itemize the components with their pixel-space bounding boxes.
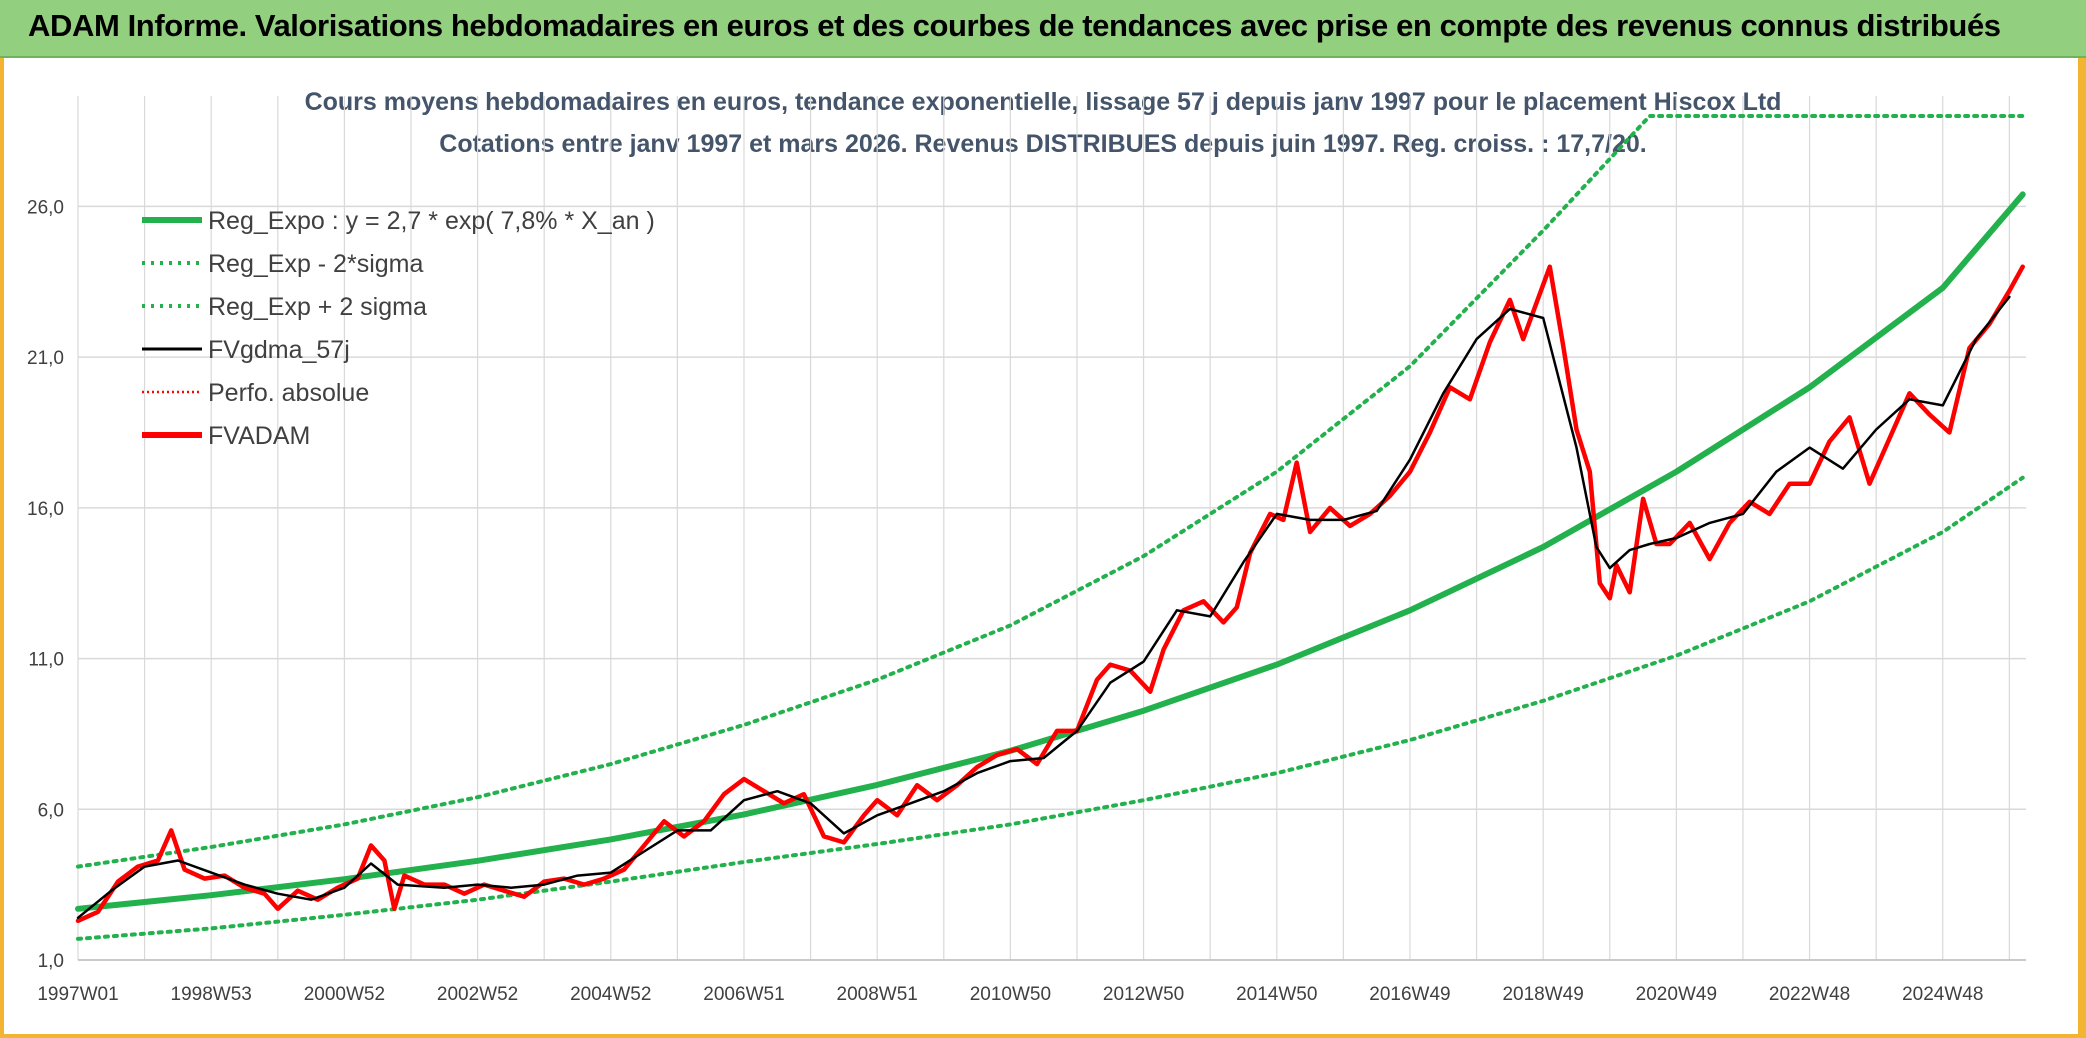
y-tick-label: 1,0: [38, 951, 64, 972]
chart-title-line-1: Cours moyens hebdomadaires en euros, ten…: [305, 88, 1782, 116]
x-tick-label: 2014W50: [1236, 984, 1317, 1005]
y-axis-ticks: 1,0 6,0 11,0 16,0 21,0 26,0: [27, 197, 64, 972]
x-tick-label: 2002W52: [437, 984, 518, 1005]
x-tick-label: 2006W51: [703, 984, 784, 1005]
legend: Reg_Expo : y = 2,7 * exp( 7,8% * X_an ) R…: [142, 207, 655, 450]
x-tick-label: 2000W52: [304, 984, 385, 1005]
x-tick-label: 1998W53: [171, 984, 252, 1005]
x-tick-label: 1997W01: [37, 984, 118, 1005]
page-title: ADAM Informe. Valorisations hebdomadaire…: [28, 8, 2001, 43]
legend-label: FVADAM: [208, 422, 310, 450]
y-tick-label: 26,0: [27, 197, 64, 218]
y-tick-label: 21,0: [27, 348, 64, 369]
x-tick-label: 2022W48: [1769, 984, 1850, 1005]
x-axis-ticks: 1997W01 1998W53 2000W52 2002W52 2004W52 2006W…: [37, 984, 1983, 1005]
legend-label: Reg_Exp - 2*sigma: [208, 250, 423, 278]
chart-title-line-2: Cotations entre janv 1997 et mars 2026. …: [439, 130, 1646, 158]
legend-label: Reg_Exp + 2 sigma: [208, 293, 427, 321]
series-line: [75, 264, 2025, 924]
y-tick-label: 11,0: [28, 650, 64, 671]
y-tick-label: 16,0: [27, 499, 64, 520]
legend-label: Perfo. absolue: [208, 379, 369, 407]
header-bar: ADAM Informe. Valorisations hebdomadaire…: [0, 0, 2086, 58]
legend-label: Reg_Expo : y = 2,7 * exp( 7,8% * X_an ): [208, 207, 655, 235]
x-tick-label: 2004W52: [570, 984, 651, 1005]
plot-panel: [4, 58, 2078, 1034]
x-tick-label: 2018W49: [1502, 984, 1583, 1005]
x-tick-label: 2020W49: [1636, 984, 1717, 1005]
series-line: [76, 295, 2011, 920]
x-tick-label: 2008W51: [837, 984, 918, 1005]
grid: [77, 96, 2026, 961]
x-tick-label: 2012W50: [1103, 984, 1184, 1005]
series-line: [76, 114, 2025, 869]
series-layer: [75, 114, 2026, 941]
x-tick-label: 2024W48: [1902, 984, 1983, 1005]
y-tick-label: 6,0: [38, 800, 64, 821]
x-tick-label: 2016W49: [1369, 984, 1450, 1005]
series-line: [76, 475, 2025, 941]
legend-label: FVgdma_57j: [208, 336, 350, 364]
x-tick-label: 2010W50: [970, 984, 1051, 1005]
